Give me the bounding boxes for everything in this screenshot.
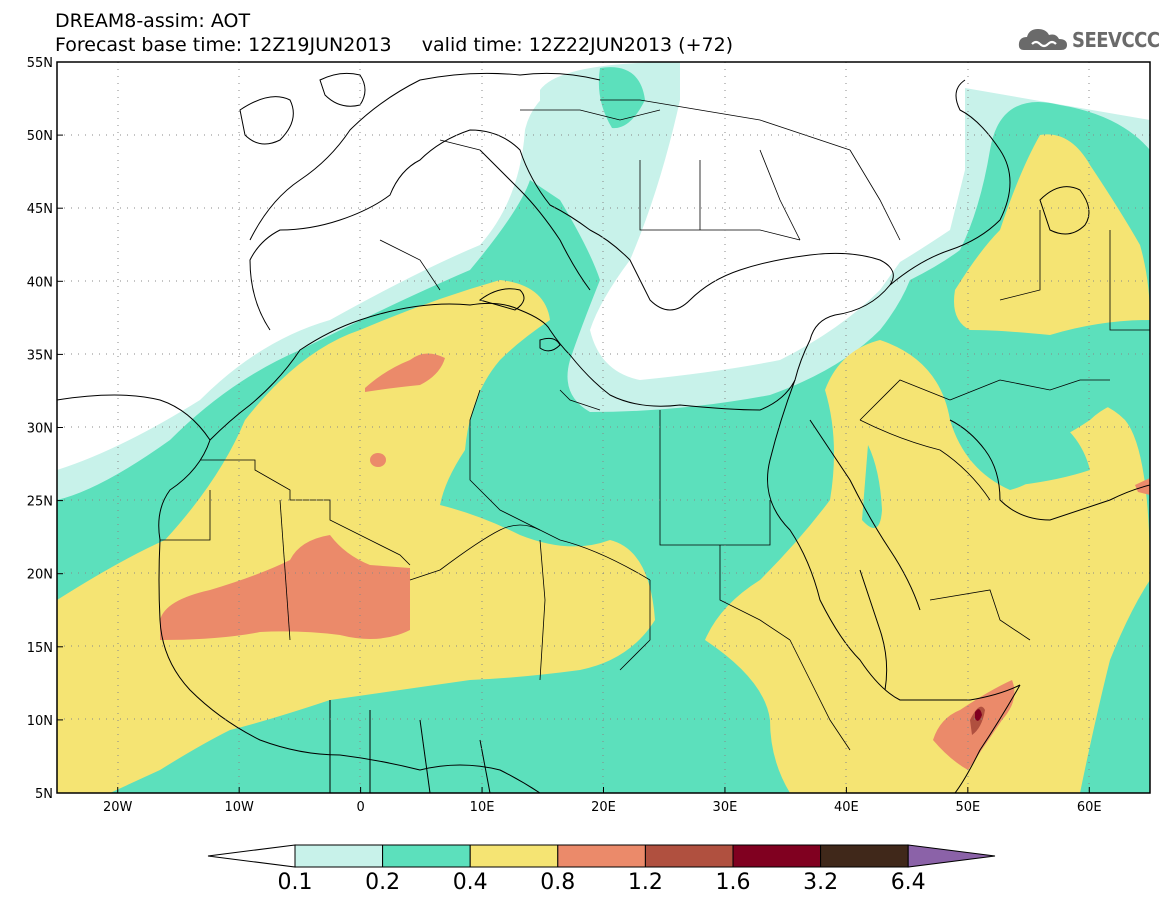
map-title: DREAM8-assim: AOT	[55, 10, 251, 32]
colorbar-label: 0.1	[277, 870, 313, 895]
colorbar-swatch	[294, 844, 384, 868]
lon-tick-label: 10W	[224, 800, 254, 815]
logo-text: SEEVCCC	[1072, 28, 1160, 52]
colorbar-label: 0.8	[540, 870, 576, 895]
graticule	[57, 62, 1150, 793]
coastlines	[57, 72, 1150, 793]
cloud-logo-icon	[1018, 29, 1067, 50]
colorbar-label: 6.4	[890, 870, 926, 895]
lat-tick-label: 40N	[27, 275, 53, 290]
colorbar-max-arrow	[907, 844, 996, 868]
country-borders	[160, 99, 1150, 751]
lat-tick-label: 10N	[27, 714, 53, 729]
colorbar-label: 3.2	[803, 870, 839, 895]
aot-band-0.8-sahel	[160, 535, 410, 640]
colorbar-min-arrow	[207, 844, 296, 868]
lat-tick-label: 20N	[27, 568, 53, 583]
lon-tick-label: 30E	[713, 800, 738, 815]
latitude-axis: 55N 50N 45N 40N 35N 30N 25N 20N 15N 10N 5N	[27, 56, 63, 802]
lon-tick-label: 50E	[955, 800, 980, 815]
lon-tick-label: 20E	[591, 800, 616, 815]
forecast-time-label: Forecast base time: 12Z19JUN2013 valid t…	[55, 34, 734, 56]
aot-band-0.4-africa-west	[57, 280, 655, 793]
lat-tick-label: 5N	[35, 787, 53, 802]
aot-colorbar	[207, 844, 996, 868]
lat-tick-label: 30N	[27, 422, 53, 437]
colorbar-swatch	[820, 844, 909, 868]
colorbar-swatch	[557, 844, 646, 868]
colorbar-label: 1.2	[627, 870, 663, 895]
colorbar-label: 0.2	[365, 870, 401, 895]
lon-tick-label: 10E	[470, 800, 495, 815]
colorbar-swatch	[732, 844, 822, 868]
lon-tick-label: 40E	[834, 800, 859, 815]
longitude-axis: 20W 10W 0 10E 20E 30E 40E 50E 60E	[103, 787, 1102, 815]
colorbar-label: 1.6	[715, 870, 751, 895]
colorbar-swatch	[382, 844, 471, 868]
lat-tick-label: 45N	[27, 202, 53, 217]
lon-tick-label: 60E	[1077, 800, 1102, 815]
lat-tick-label: 15N	[27, 641, 53, 656]
lon-tick-label: 20W	[103, 800, 133, 815]
lat-tick-label: 25N	[27, 495, 53, 510]
lat-tick-label: 50N	[27, 129, 53, 144]
lon-tick-label: 0	[356, 800, 364, 815]
lat-tick-label: 35N	[27, 348, 53, 363]
colorbar-swatch	[469, 844, 559, 868]
colorbar-label: 0.4	[452, 870, 488, 895]
colorbar-swatch	[644, 844, 734, 868]
aot-band-0.4-arabia	[705, 340, 1150, 793]
lat-tick-label: 55N	[27, 56, 53, 71]
